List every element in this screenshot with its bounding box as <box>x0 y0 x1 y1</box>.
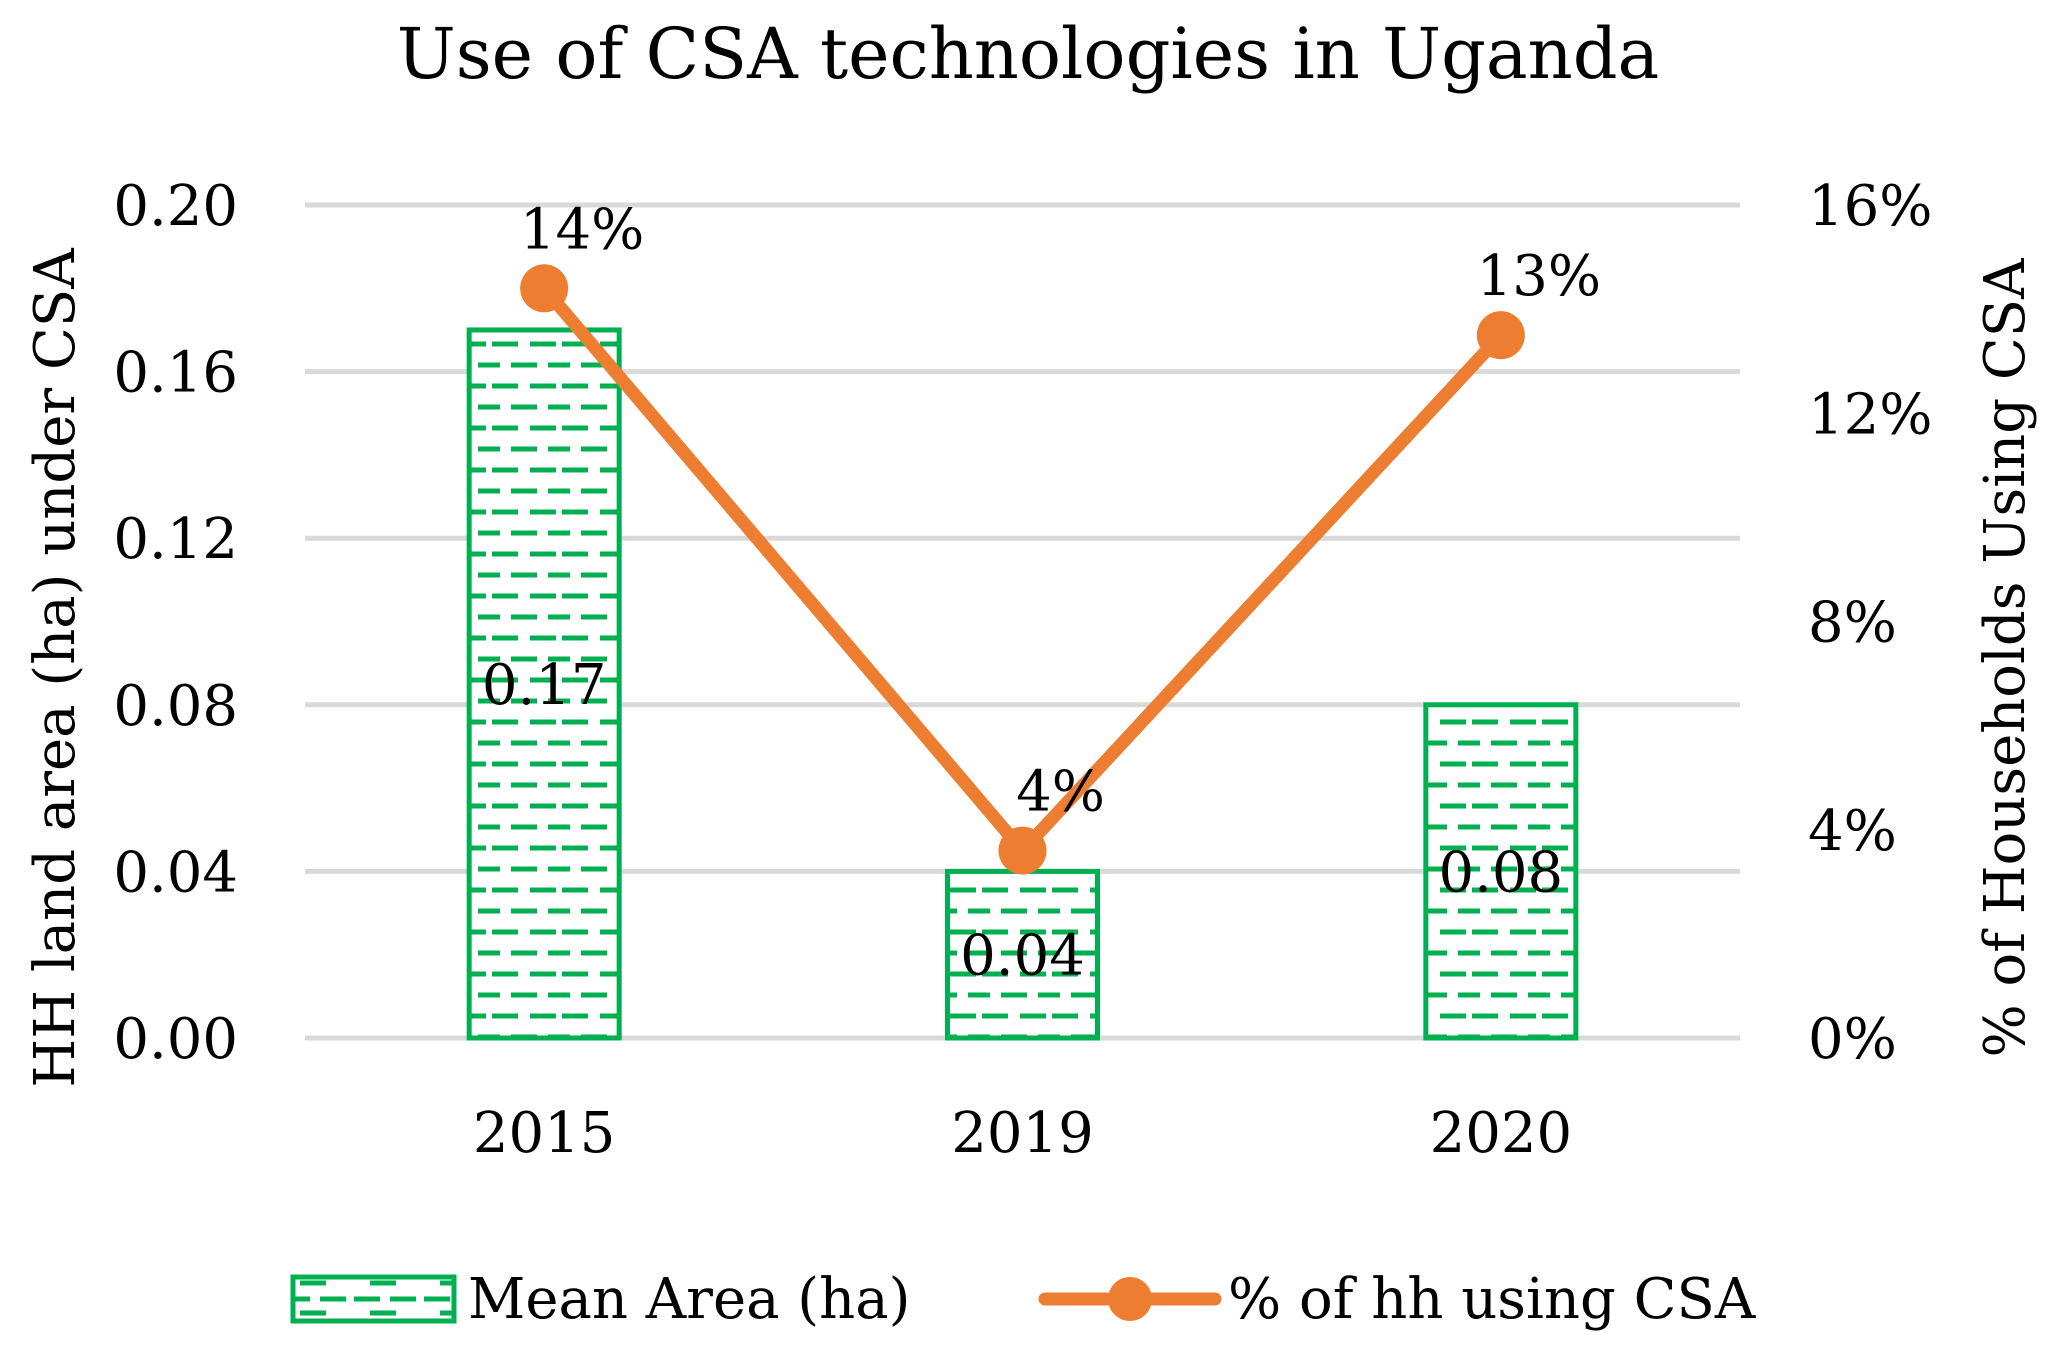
legend-label-hh-using-csa: % of hh using CSA <box>1228 1267 1756 1332</box>
line-point <box>998 826 1047 875</box>
x-tick-label: 2020 <box>1430 1101 1573 1166</box>
bar <box>945 868 1100 1041</box>
bar <box>1423 702 1579 1041</box>
left-tick-label: 0.08 <box>113 674 238 739</box>
data-labels: 0.17 0.04 0.08 14% 4% 13% <box>482 197 1601 988</box>
bar-data-label: 0.08 <box>1438 840 1563 905</box>
right-tick-label: 0% <box>1808 1007 1897 1072</box>
right-tick-label: 16% <box>1808 174 1932 239</box>
line-series <box>520 264 1525 875</box>
line-data-label: 14% <box>520 197 644 262</box>
right-tick-label: 8% <box>1808 591 1897 656</box>
chart-title: Use of CSA technologies in Uganda <box>397 13 1660 95</box>
line-data-label: 13% <box>1477 244 1601 309</box>
line-point <box>1476 311 1525 360</box>
legend-label-mean-area: Mean Area (ha) <box>468 1267 910 1332</box>
legend: Mean Area (ha) % of hh using CSA <box>290 1267 1756 1332</box>
bar-data-label: 0.04 <box>960 924 1085 989</box>
x-tick-label: 2019 <box>951 1101 1094 1166</box>
line-point <box>520 264 569 313</box>
left-tick-label: 0.04 <box>113 840 238 905</box>
x-tick-label: 2015 <box>473 1101 616 1166</box>
bar <box>466 327 622 1041</box>
left-tick-label: 0.20 <box>113 174 238 239</box>
right-tick-label: 4% <box>1808 799 1897 864</box>
right-tick-label: 12% <box>1808 382 1932 447</box>
bar-data-label: 0.17 <box>482 653 607 718</box>
legend-item-hh-using-csa[interactable]: % of hh using CSA <box>1038 1267 1756 1332</box>
left-tick-label: 0.16 <box>113 341 238 406</box>
legend-marker-hh-using-csa <box>1108 1277 1152 1321</box>
legend-swatch-mean-area <box>290 1274 457 1324</box>
right-axis-title: % of Households Using CSA <box>1973 258 2038 1058</box>
left-tick-label: 0.00 <box>113 1007 238 1072</box>
line-data-label: 4% <box>1016 760 1105 825</box>
axes: 0.00 0.04 0.08 0.12 0.16 0.20 0% 4% 8% 12% 16% 2015… <box>113 174 1932 1166</box>
left-axis-title: HH land area (ha) under CSA <box>23 248 88 1088</box>
left-tick-label: 0.12 <box>113 507 238 572</box>
bar-series <box>466 327 1579 1041</box>
legend-item-mean-area[interactable]: Mean Area (ha) <box>290 1267 910 1332</box>
